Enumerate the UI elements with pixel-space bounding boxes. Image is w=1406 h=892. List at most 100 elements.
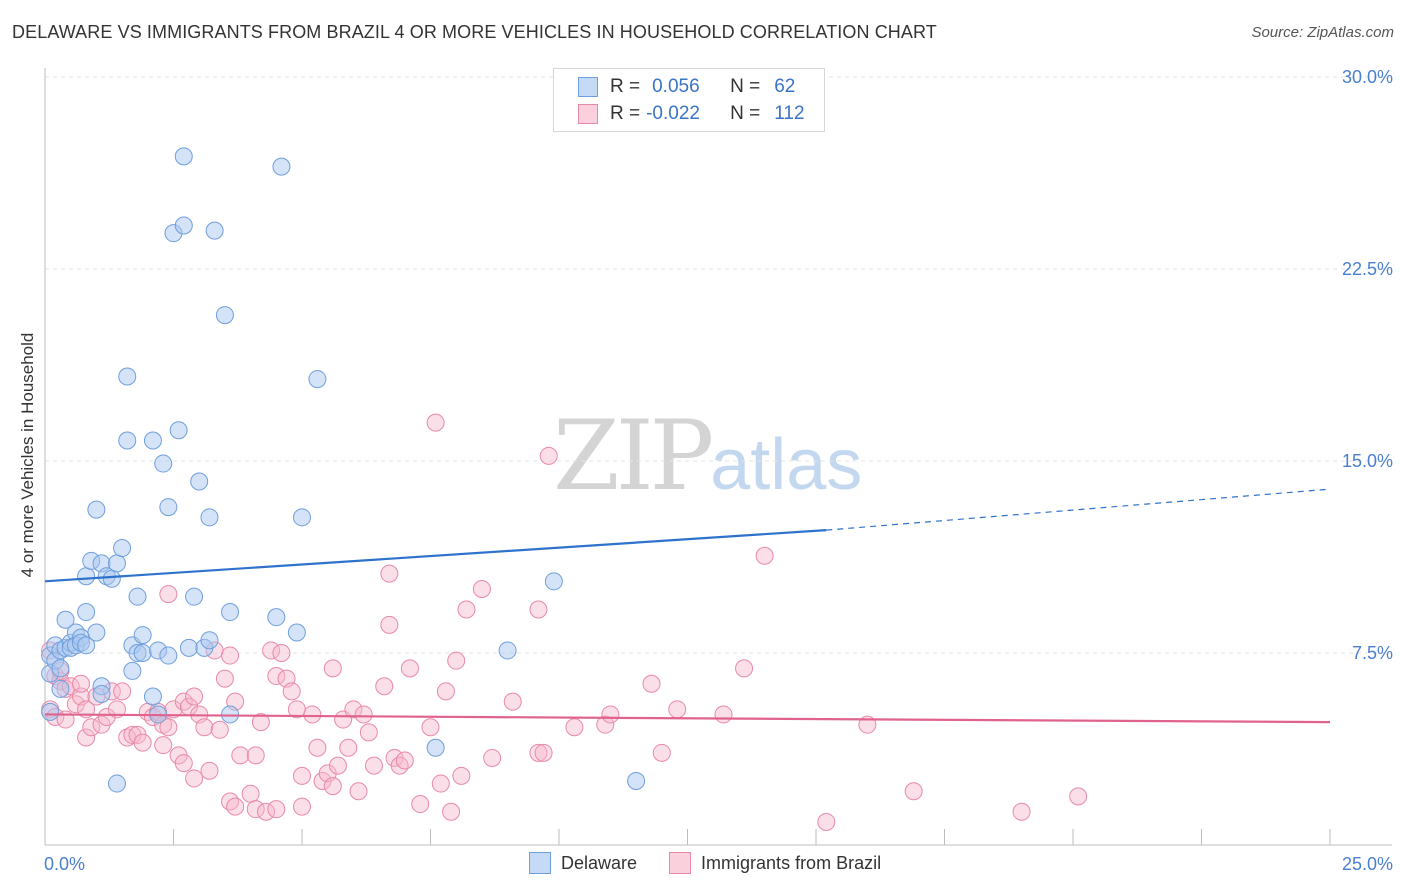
brazil-point [354, 705, 373, 724]
delaware-point [293, 508, 311, 527]
delaware-point [272, 157, 291, 176]
brazil-point [349, 782, 368, 801]
delaware-trend-line [44, 529, 827, 583]
brazil-point [411, 795, 430, 814]
brazil-point [185, 769, 204, 788]
stats-legend: R = 0.056 N = 62 R = -0.022 N = 112 [553, 68, 825, 132]
brazil-point [755, 546, 774, 565]
delaware-point [200, 631, 219, 650]
delaware-point [627, 772, 646, 790]
delaware-point [123, 661, 142, 680]
legend-row-brazil: R = -0.022 N = 112 [578, 101, 805, 127]
axes [44, 68, 1392, 846]
legend-n-label: N = [730, 103, 761, 124]
brazil-point [133, 733, 152, 752]
brazil-point [344, 700, 363, 719]
brazil-point [483, 748, 502, 767]
brazil-point [339, 738, 358, 757]
brazil-point [107, 700, 126, 719]
brazil-point [534, 743, 553, 762]
brazil-point [226, 797, 245, 816]
brazil-point [195, 718, 214, 737]
brazil-point [215, 669, 234, 688]
brazil-point [267, 667, 286, 686]
delaware-point [200, 508, 219, 527]
brazil-point [539, 446, 558, 465]
brazil-point [735, 659, 754, 678]
delaware-point [267, 608, 286, 627]
brazil-point [400, 659, 419, 678]
brazil-point [185, 687, 204, 706]
legend-label-brazil: Immigrants from Brazil [701, 852, 882, 873]
delaware-trend-extension [826, 488, 1331, 531]
delaware-point [113, 539, 132, 558]
legend-row-delaware: R = 0.056 N = 62 [578, 74, 795, 100]
brazil-point [431, 774, 450, 793]
brazil-point [375, 677, 394, 696]
delaware-point [107, 774, 126, 793]
brazil-point [246, 746, 265, 765]
brazil-point [565, 718, 584, 737]
y-tick-label: 7.5% [1352, 643, 1393, 663]
delaware-point [102, 569, 121, 588]
brazil-point [241, 784, 260, 803]
trend-lines [44, 488, 1331, 724]
source-credit: Source: ZipAtlas.com [1251, 24, 1394, 41]
legend-label-delaware: Delaware [561, 852, 638, 873]
brazil-point [123, 725, 142, 744]
brazil-point [601, 705, 620, 724]
delaware-point [133, 644, 152, 662]
brazil-point [421, 718, 440, 737]
brazil-point [596, 715, 615, 734]
brazil-point [817, 812, 836, 831]
delaware-points [41, 147, 646, 793]
brazil-point [380, 564, 399, 583]
brazil-point [395, 751, 414, 770]
delaware-point [92, 684, 111, 703]
brazil-point [436, 682, 455, 701]
brazil-point [221, 792, 240, 811]
y-tick-label: 15.0% [1342, 451, 1393, 471]
brazil-point [159, 585, 178, 604]
brazil-point [251, 713, 270, 732]
brazil-point [272, 644, 291, 662]
brazil-point [97, 708, 116, 726]
brazil-point [154, 736, 173, 755]
brazil-trend-line [44, 713, 1331, 724]
delaware-point [215, 306, 234, 325]
brazil-point [380, 615, 399, 634]
delaware-point [190, 472, 209, 491]
delaware-legend-swatch [529, 852, 551, 874]
delaware-point [159, 646, 178, 665]
delaware-point [159, 498, 178, 517]
series-legend: Delaware Immigrants from Brazil [529, 852, 913, 874]
brazil-point [210, 720, 229, 739]
delaware-point [87, 623, 106, 642]
tick-labels: 7.5% 15.0% 22.5% 30.0% 0.0% 25.0% [44, 67, 1393, 874]
delaware-point [77, 603, 96, 622]
delaware-point [426, 738, 445, 757]
legend-r-label: R = [610, 103, 641, 124]
delaware-point [498, 641, 517, 660]
y-tick-label: 30.0% [1342, 67, 1393, 87]
brazil-point [71, 674, 90, 693]
brazil-point [221, 646, 240, 665]
delaware-point [287, 623, 306, 642]
delaware-point [41, 702, 60, 721]
brazil-point [323, 777, 342, 796]
legend-n-value: 112 [774, 103, 805, 124]
delaware-point [174, 147, 193, 166]
brazil-point [668, 700, 687, 719]
brazil-point [447, 651, 466, 670]
brazil-point [472, 580, 491, 598]
brazil-point [200, 761, 219, 780]
brazil-point [303, 705, 322, 724]
delaware-point [128, 587, 147, 606]
delaware-point [51, 679, 70, 698]
delaware-point [77, 567, 96, 586]
x-tick-label: 25.0% [1342, 854, 1393, 874]
brazil-legend-swatch [669, 852, 692, 874]
grid-lines [45, 76, 1392, 654]
delaware-point [185, 587, 204, 606]
brazil-point [328, 756, 347, 775]
